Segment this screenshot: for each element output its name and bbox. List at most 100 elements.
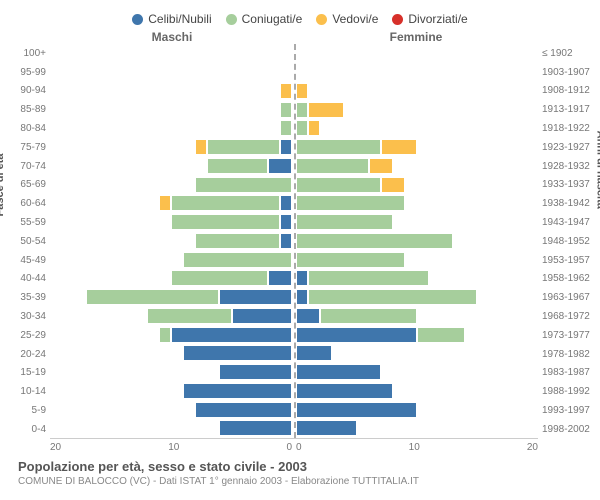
bar-segment [296,139,381,155]
bar-segment [219,364,292,380]
legend-dot [132,14,143,25]
birth-label: ≤ 1902 [542,48,600,59]
male-bar [50,383,292,399]
bar-segment [296,402,417,418]
bar-segment [219,289,292,305]
age-label: 55-59 [0,217,46,228]
female-bar [296,402,538,418]
female-bar [296,270,538,286]
birth-label: 1978-1982 [542,349,600,360]
female-bar [296,45,538,61]
bar-segment [308,289,477,305]
female-bar [296,158,538,174]
age-label: 40-44 [0,273,46,284]
male-bar [50,120,292,136]
chart-subtitle: COMUNE DI BALOCCO (VC) - Dati ISTAT 1° g… [18,476,600,487]
bar-segment [159,327,171,343]
y-right-labels: ≤ 19021903-19071908-19121913-19171918-19… [538,44,600,439]
bar-segment [296,420,357,436]
male-bar [50,45,292,61]
male-bar [50,364,292,380]
x-axis: 20100 0 10 20 [50,439,538,455]
age-label: 45-49 [0,255,46,266]
x-tick: 0 [296,442,302,453]
birth-label: 1938-1942 [542,198,600,209]
birth-label: 1913-1917 [542,104,600,115]
bar-segment [86,289,219,305]
bar-segment [171,327,292,343]
legend-dot [392,14,403,25]
bar-segment [320,308,417,324]
bar-segment [296,270,308,286]
legend-dot [226,14,237,25]
age-label: 10-14 [0,386,46,397]
female-bar [296,233,538,249]
male-bar [50,83,292,99]
age-label: 100+ [0,48,46,59]
male-bar [50,308,292,324]
male-bar [50,214,292,230]
age-label: 60-64 [0,198,46,209]
bar-segment [296,233,453,249]
male-bar [50,270,292,286]
chart-title: Popolazione per età, sesso e stato civil… [18,459,600,474]
bar-segment [417,327,465,343]
female-bar [296,177,538,193]
male-bar [50,345,292,361]
male-bar [50,252,292,268]
birth-label: 1988-1992 [542,386,600,397]
female-bar [296,64,538,80]
chart-container: Celibi/NubiliConiugati/eVedovi/eDivorzia… [0,0,600,500]
age-label: 25-29 [0,330,46,341]
female-bar [296,364,538,380]
birth-label: 1963-1967 [542,292,600,303]
y-left-title: Fasce di età [0,153,6,216]
bar-segment [296,364,381,380]
birth-label: 1993-1997 [542,405,600,416]
bar-segment [171,195,280,211]
bar-segment [183,345,292,361]
bar-segment [280,214,292,230]
male-bar [50,139,292,155]
female-bar [296,214,538,230]
male-bar [50,402,292,418]
male-bar [50,195,292,211]
bar-segment [296,383,393,399]
age-label: 95-99 [0,67,46,78]
female-bar [296,195,538,211]
bar-segment [296,195,405,211]
bar-segment [280,233,292,249]
female-bar [296,139,538,155]
bar-segment [296,177,381,193]
age-label: 75-79 [0,142,46,153]
bar-segment [159,195,171,211]
female-bar [296,83,538,99]
female-bar [296,420,538,436]
bar-segment [296,345,332,361]
center-line [294,44,296,438]
male-bar [50,102,292,118]
birth-label: 1928-1932 [542,161,600,172]
bar-segment [207,139,280,155]
legend-label: Celibi/Nubili [148,12,211,26]
bar-segment [308,102,344,118]
bar-segment [195,139,207,155]
legend-dot [316,14,327,25]
female-bar [296,120,538,136]
header-male: Maschi [50,30,294,44]
chart-area: Fasce di età Anni di nascita 100+95-9990… [0,44,600,439]
male-bar [50,64,292,80]
bar-segment [268,158,292,174]
female-bar [296,252,538,268]
age-label: 80-84 [0,123,46,134]
birth-label: 1998-2002 [542,424,600,435]
bar-segment [296,289,308,305]
x-tick: 10 [409,442,420,453]
bar-segment [296,327,417,343]
birth-label: 1983-1987 [542,367,600,378]
x-axis-left: 20100 [50,442,292,453]
bar-segment [308,270,429,286]
bar-segment [308,120,320,136]
x-tick: 20 [50,442,61,453]
age-label: 70-74 [0,161,46,172]
